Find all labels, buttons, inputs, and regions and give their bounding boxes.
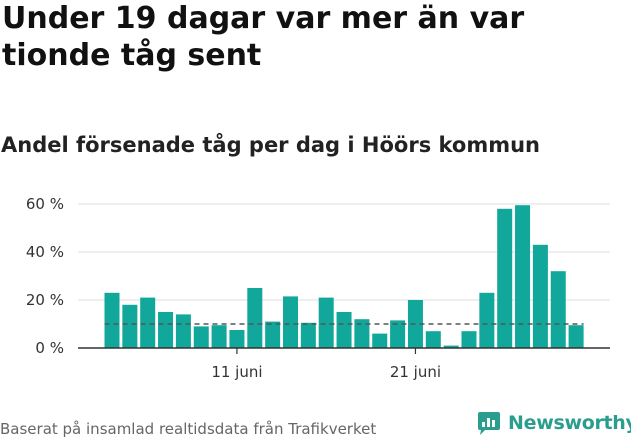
bar [318,297,334,348]
bar [354,319,370,348]
grid-lines [78,203,610,301]
y-tick-label: 20 % [26,291,64,309]
bar [247,288,263,348]
bar [550,271,566,348]
y-tick-label: 40 % [26,243,64,261]
bar [425,331,441,348]
bar [104,292,120,348]
bar [283,296,298,348]
bar [497,208,513,348]
chart-subtitle: Andel försenade tåg per dag i Höörs komm… [1,133,540,157]
bar [443,345,459,348]
bar [229,330,245,348]
bar-chart: 0 % 20 % 40 % 60 % 11 juni 21 juni [26,195,610,381]
y-tick-label: 0 % [35,339,64,357]
bar-series [104,205,584,348]
bar [300,322,316,348]
bar [122,304,138,348]
bar [336,312,352,348]
newsworthy-logo-icon [478,412,500,435]
axes: 0 % 20 % 40 % 60 % 11 juni 21 juni [26,195,610,381]
source-note: Baserat på insamlad realtidsdata från Tr… [0,420,377,438]
x-tick-label: 21 juni [390,363,441,381]
x-tick-label: 11 juni [211,363,262,381]
bar [532,244,548,348]
headline: Under 19 dagar var mer än var tionde tåg… [2,1,525,73]
y-tick-label: 60 % [26,195,64,213]
bar [158,312,174,348]
bar [568,325,584,348]
brand-logo[interactable]: Newsworthy [476,408,631,438]
bar [479,292,495,348]
bar [390,320,406,348]
bar [265,321,281,348]
bar [175,314,191,348]
bar [211,325,227,348]
bar [461,331,477,348]
bar [372,333,388,348]
bar [515,205,531,348]
brand-name: Newsworthy [508,412,631,434]
bar [140,297,156,348]
bar [193,326,209,348]
